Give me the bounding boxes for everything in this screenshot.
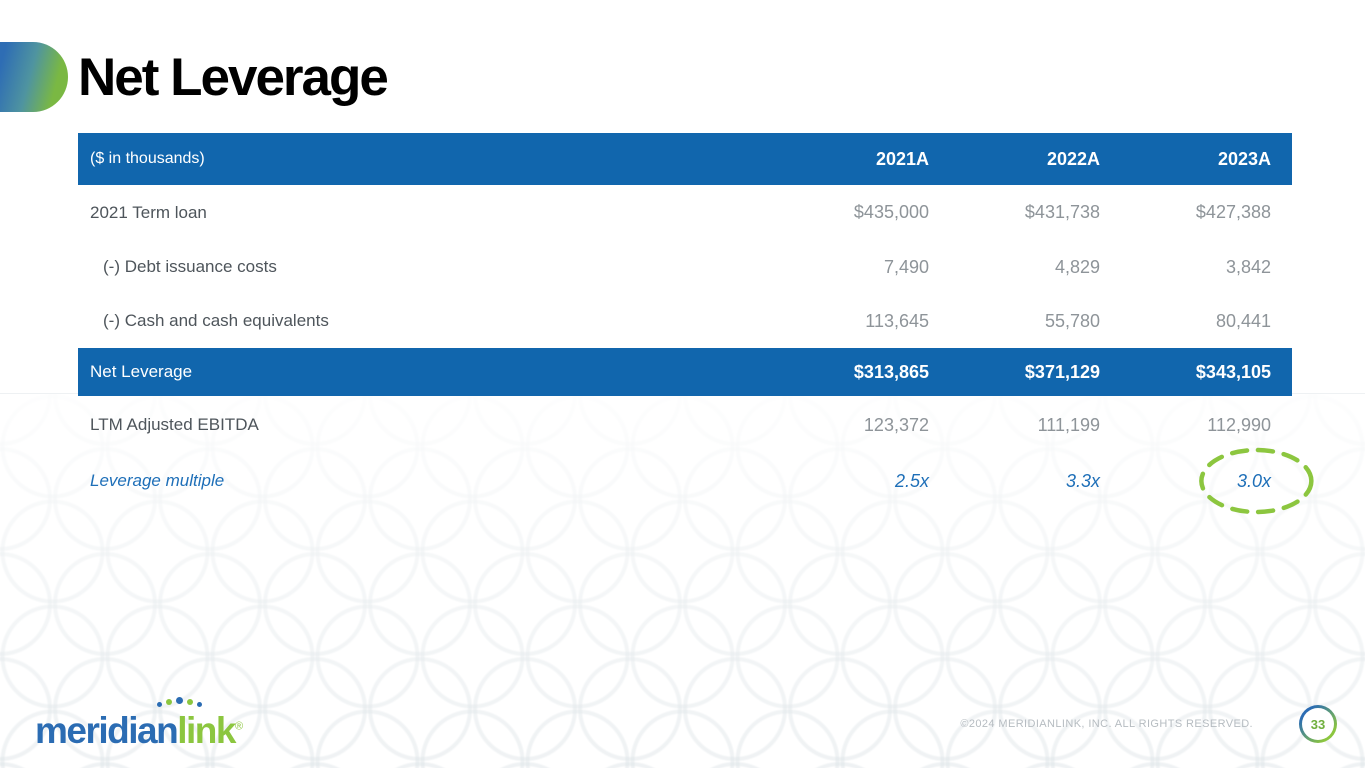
net-leverage-total-row: Net Leverage $313,865 $371,129 $343,105 — [78, 348, 1292, 396]
page-number-badge: 33 — [1299, 705, 1337, 743]
page-number: 33 — [1302, 708, 1334, 740]
column-header-2022a: 2022A — [1046, 148, 1100, 169]
row-value: 3.0x — [1100, 447, 1314, 515]
row-value: 123,372 — [863, 414, 929, 435]
row-value: 112,990 — [1207, 414, 1271, 435]
slide-header: Net Leverage — [0, 42, 389, 112]
column-header-2023a: 2023A — [1217, 148, 1271, 169]
table-row: (-) Cash and cash equivalents 113,645 55… — [78, 294, 1292, 348]
row-value: $427,388 — [1195, 202, 1271, 222]
row-value: 55,780 — [1044, 310, 1100, 331]
table-header-row: ($ in thousands) 2021A 2022A 2023A — [78, 133, 1292, 185]
slide-footer: meridianlink® ©2024 MERIDIANLINK, INC. A… — [0, 696, 1365, 751]
page-title: Net Leverage — [78, 47, 389, 107]
row-label: (-) Debt issuance costs — [103, 257, 277, 276]
leverage-multiple-row: Leverage multiple 2.5x 3.3x 3.0x — [78, 447, 1314, 515]
unit-label: ($ in thousands) — [90, 150, 205, 167]
row-label: LTM Adjusted EBITDA — [90, 415, 259, 434]
logo-text-link: link — [177, 709, 236, 751]
title-accent-shape — [0, 42, 68, 112]
row-label: Net Leverage — [90, 362, 193, 381]
highlight-ellipse-icon — [1199, 447, 1314, 515]
row-value: $431,738 — [1024, 202, 1100, 222]
table-row: 2021 Term loan $435,000 $431,738 $427,38… — [78, 185, 1292, 240]
meridianlink-logo: meridianlink® — [35, 696, 243, 751]
registered-mark: ® — [234, 720, 243, 733]
row-value: 80,441 — [1215, 310, 1271, 331]
row-value: 2.5x — [894, 470, 929, 491]
row-label: (-) Cash and cash equivalents — [103, 311, 329, 330]
row-label: Leverage multiple — [90, 471, 225, 490]
row-value: $343,105 — [1195, 361, 1271, 382]
net-leverage-table: ($ in thousands) 2021A 2022A 2023A 2021 … — [78, 133, 1314, 515]
copyright-text: ©2024 MERIDIANLINK, INC. ALL RIGHTS RESE… — [960, 718, 1253, 730]
circled-value: 3.0x — [1199, 447, 1314, 515]
row-value: 4,829 — [1054, 256, 1100, 277]
table-row: LTM Adjusted EBITDA 123,372 111,199 112,… — [78, 396, 1292, 454]
row-value: 3,842 — [1225, 256, 1271, 277]
row-value: $313,865 — [853, 361, 929, 382]
logo-dots-icon — [157, 696, 202, 709]
column-header-2021a: 2021A — [875, 148, 929, 169]
row-value: 7,490 — [883, 256, 929, 277]
row-value: 111,199 — [1037, 414, 1100, 435]
row-value: $435,000 — [853, 202, 929, 222]
row-value: 113,645 — [865, 310, 929, 331]
background-pattern — [0, 393, 1365, 768]
row-value-text: 3.0x — [1236, 470, 1271, 491]
table-row: (-) Debt issuance costs 7,490 4,829 3,84… — [78, 240, 1292, 294]
logo-text-meridian: meridian — [35, 709, 179, 751]
row-value: 3.3x — [1065, 470, 1100, 491]
row-label: 2021 Term loan — [90, 202, 207, 222]
row-value: $371,129 — [1024, 361, 1100, 382]
